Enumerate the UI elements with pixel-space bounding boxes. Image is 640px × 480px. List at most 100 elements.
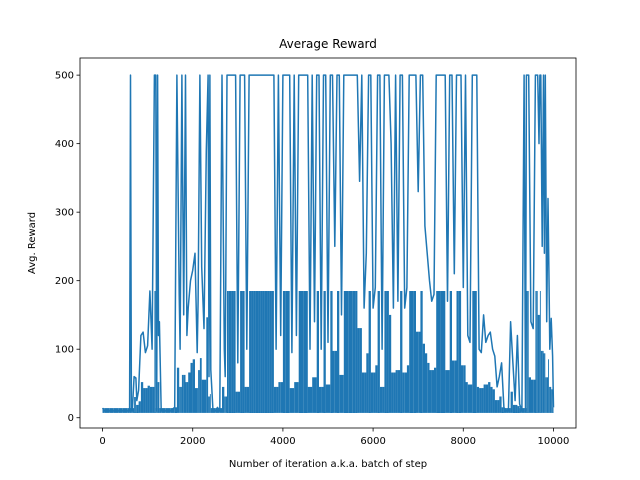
noise-segment (341, 374, 344, 413)
noise-segment (222, 386, 225, 413)
noise-segment (515, 404, 518, 413)
noise-segment (208, 396, 209, 413)
noise-segment (104, 408, 110, 413)
noise-segment (508, 408, 511, 413)
noise-segment (140, 382, 144, 413)
noise-segment (377, 291, 380, 413)
noise-segment (527, 291, 529, 413)
noise-segment (135, 404, 137, 413)
noise-segment (209, 396, 210, 413)
noise-segment (255, 291, 259, 413)
noise-segment (138, 401, 141, 413)
noise-segment (411, 291, 414, 413)
noise-segment (413, 291, 416, 413)
noise-segment (158, 382, 160, 413)
noise-segment (530, 379, 534, 413)
noise-segment (492, 389, 495, 413)
noise-segment (287, 291, 290, 413)
noise-segment (474, 291, 477, 413)
chart-title: Average Reward (279, 37, 377, 51)
noise-segment (291, 388, 295, 413)
noise-segment (282, 291, 286, 413)
noise-segment (525, 408, 527, 413)
noise-segment (235, 391, 238, 413)
noise-segment (206, 317, 209, 413)
noise-segment (289, 388, 292, 413)
noise-segment (276, 386, 279, 413)
noise-segment (361, 372, 365, 413)
noise-segment (155, 408, 157, 413)
noise-segment (445, 370, 448, 413)
noise-segment (271, 291, 274, 413)
noise-segment (472, 291, 475, 413)
noise-segment (420, 291, 423, 413)
noise-segment (355, 291, 358, 413)
y-tick-label: 100 (55, 345, 74, 356)
noise-segment (204, 379, 207, 413)
noise-segment (278, 382, 281, 413)
noise-segment (244, 386, 247, 413)
noise-segment (130, 408, 132, 413)
noise-segment (395, 370, 398, 413)
noise-segment (102, 408, 105, 413)
noise-segment (490, 386, 493, 413)
noise-segment (447, 370, 450, 413)
x-axis: 0 2000 4000 6000 8000 10000 (99, 428, 569, 447)
noise-segment (339, 374, 342, 413)
noise-segment (190, 362, 193, 413)
noise-segment (185, 382, 187, 413)
noise-segment (368, 291, 371, 413)
noise-segment (388, 314, 392, 413)
noise-segment (242, 291, 245, 413)
noise-segment (479, 388, 482, 413)
noise-segment (127, 408, 130, 413)
noise-segment (366, 353, 369, 413)
noise-segment (519, 408, 522, 413)
noise-segment (546, 377, 549, 413)
noise-segment (328, 384, 331, 413)
plot-area (101, 74, 555, 413)
noise-segment (494, 400, 498, 413)
noise-segment (418, 331, 421, 413)
noise-segment (438, 291, 441, 413)
noise-segment (145, 388, 148, 413)
noise-segment (348, 291, 351, 413)
noise-segment (180, 386, 182, 413)
noise-segment (449, 291, 452, 413)
noise-segment (240, 291, 243, 413)
noise-segment (161, 408, 164, 413)
noise-segment (357, 328, 360, 413)
noise-segment (156, 408, 158, 413)
y-tick-label: 400 (55, 139, 74, 150)
noise-segment (359, 328, 362, 413)
noise-segment (219, 408, 223, 413)
noise-segment (152, 386, 155, 413)
noise-segment (258, 291, 261, 413)
noise-segment (337, 291, 340, 413)
noise-segment (526, 291, 528, 413)
noise-segment (431, 370, 434, 413)
noise-segment (249, 291, 252, 413)
noise-segment (197, 388, 199, 413)
noise-segment (300, 291, 304, 413)
noise-segment (181, 374, 184, 413)
noise-segment (113, 408, 119, 413)
noise-segment (543, 353, 545, 413)
x-tick-label: 0 (99, 436, 105, 447)
noise-segment (264, 291, 268, 413)
noise-segment (364, 372, 367, 413)
x-tick-label: 6000 (360, 436, 385, 447)
noise-segment (179, 386, 181, 413)
noise-segment (195, 388, 198, 413)
noise-segment (456, 291, 459, 413)
noise-segment (404, 372, 407, 413)
noise-segment (483, 384, 486, 413)
noise-segment (424, 353, 428, 413)
noise-segment (225, 396, 227, 413)
noise-segment (253, 291, 256, 413)
noise-segment (544, 353, 546, 413)
noise-segment (251, 291, 254, 413)
noise-segment (488, 382, 491, 413)
noise-segment (269, 291, 272, 413)
